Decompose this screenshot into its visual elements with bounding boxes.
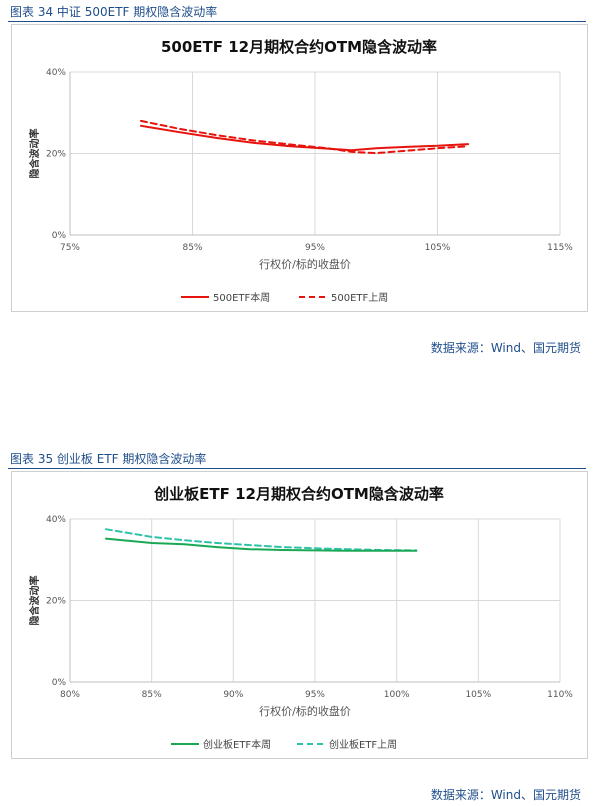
series-line-1 — [104, 537, 418, 552]
x-tick-label: 95% — [305, 243, 325, 253]
figure-1-caption: 图表 34 中证 500ETF 期权隐含波动率 — [10, 5, 218, 19]
figure-2-source: 数据来源：Wind、国元期货 — [430, 788, 581, 802]
x-tick-label: 105% — [425, 243, 451, 253]
figure-1-rule — [8, 21, 586, 22]
chart-title: 创业板ETF 12月期权合约OTM隐含波动率 — [153, 485, 444, 503]
x-tick-label: 75% — [60, 243, 80, 253]
y-axis-label: 隐含波动率 — [28, 129, 41, 179]
x-tick-label: 80% — [60, 690, 80, 700]
x-tick-label: 115% — [547, 243, 573, 253]
series-line-2 — [104, 528, 418, 552]
x-axis-label: 行权价/标的收盘价 — [259, 704, 351, 718]
chart-2-container: 创业板ETF 12月期权合约OTM隐含波动率 80% 85% 90% 95% 100% 10… — [11, 471, 588, 759]
x-tick-label: 95% — [305, 690, 325, 700]
x-axis-label: 行权价/标的收盘价 — [259, 257, 351, 271]
legend-label-1: 创业板ETF本周 — [203, 738, 271, 751]
figure-2-caption: 图表 35 创业板 ETF 期权隐含波动率 — [10, 452, 207, 466]
legend-label-1: 500ETF本周 — [213, 291, 270, 304]
y-tick-label: 20% — [46, 150, 66, 160]
chart-1-svg: 500ETF 12月期权合约OTM隐含波动率 75% 85% 95% 105% 115% 0… — [28, 38, 573, 304]
x-tick-label: 85% — [182, 243, 202, 253]
legend-label-2: 500ETF上周 — [331, 292, 388, 304]
x-tick-label: 110% — [547, 690, 573, 700]
y-axis-label: 隐含波动率 — [28, 576, 41, 626]
y-tick-label: 0% — [52, 231, 67, 241]
x-tick-label: 85% — [142, 690, 162, 700]
chart-2-svg: 创业板ETF 12月期权合约OTM隐含波动率 80% 85% 90% 95% 100% 10… — [28, 485, 573, 751]
y-tick-label: 0% — [52, 678, 67, 688]
x-tick-label: 105% — [465, 690, 491, 700]
chart-1-container: 500ETF 12月期权合约OTM隐含波动率 75% 85% 95% 105% 115% 0… — [11, 24, 588, 312]
y-tick-label: 40% — [46, 68, 66, 78]
series-line-2 — [140, 119, 470, 155]
y-tick-label: 20% — [46, 597, 66, 607]
legend-label-2: 创业板ETF上周 — [329, 738, 397, 751]
x-tick-label: 100% — [384, 690, 410, 700]
chart-title: 500ETF 12月期权合约OTM隐含波动率 — [161, 38, 437, 56]
figure-2-rule — [8, 468, 586, 469]
series-line-1 — [140, 124, 470, 152]
figure-1-source: 数据来源：Wind、国元期货 — [430, 341, 581, 355]
y-tick-label: 40% — [46, 515, 66, 525]
x-tick-label: 90% — [223, 690, 243, 700]
